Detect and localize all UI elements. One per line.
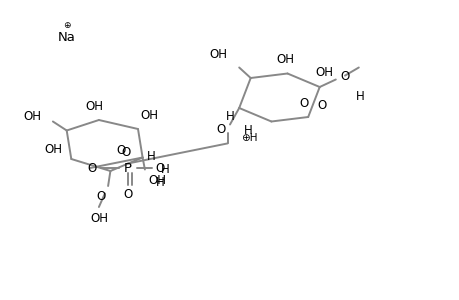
Text: H: H (355, 90, 364, 103)
Text: O: O (123, 188, 132, 201)
Text: P: P (123, 161, 132, 175)
Text: H: H (147, 149, 156, 163)
Text: OH: OH (23, 110, 41, 124)
Text: ⊕: ⊕ (63, 21, 70, 30)
Text: O: O (216, 123, 225, 136)
Text: OH: OH (314, 67, 332, 80)
Text: O: O (298, 97, 308, 110)
Text: O: O (340, 70, 349, 83)
Text: OH: OH (85, 100, 103, 113)
Text: OH: OH (44, 143, 62, 156)
Text: O: O (116, 145, 125, 158)
Text: ⊕H: ⊕H (241, 133, 257, 143)
Text: OH: OH (275, 53, 294, 66)
Text: OH: OH (148, 174, 166, 187)
Text: H: H (161, 163, 169, 176)
Text: OH: OH (209, 49, 227, 62)
Text: OH: OH (140, 110, 158, 122)
Text: O: O (122, 146, 131, 160)
Text: O: O (87, 161, 96, 175)
Text: H: H (225, 110, 234, 122)
Text: OH: OH (90, 212, 108, 224)
Text: H: H (155, 176, 164, 188)
Text: O: O (317, 99, 326, 112)
Text: O: O (155, 161, 164, 175)
Text: O: O (96, 190, 106, 202)
Text: Na: Na (58, 31, 75, 44)
Text: H: H (243, 124, 252, 137)
